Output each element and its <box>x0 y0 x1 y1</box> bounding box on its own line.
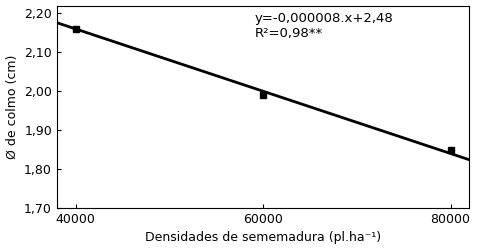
X-axis label: Densidades de sememadura (pl.ha⁻¹): Densidades de sememadura (pl.ha⁻¹) <box>145 232 381 244</box>
Text: y=-0,000008.x+2,48
R²=0,98**: y=-0,000008.x+2,48 R²=0,98** <box>255 12 393 40</box>
Y-axis label: Ø de colmo (cm): Ø de colmo (cm) <box>6 54 19 159</box>
